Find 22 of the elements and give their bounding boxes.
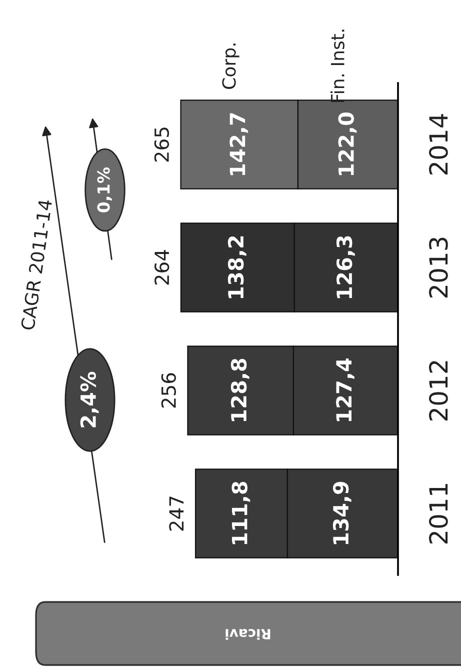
- data-label: 127,4: [336, 358, 354, 422]
- y-tick-label: 2013: [428, 238, 448, 298]
- data-label: 142,7: [230, 113, 248, 176]
- text: Ricavi: [226, 628, 270, 640]
- text: 2,4%: [80, 372, 99, 428]
- text: 0,1%: [97, 167, 112, 212]
- text: Fin. Inst.: [330, 30, 344, 102]
- total-label: 256: [161, 373, 176, 408]
- y-tick-label: 2014: [428, 114, 448, 174]
- data-label: 126,3: [336, 236, 355, 298]
- data-label: 128,8: [230, 358, 250, 422]
- text: CAGR 2011-14: [20, 199, 52, 330]
- data-label: 111,8: [232, 482, 250, 544]
- total-label: 247: [169, 496, 184, 531]
- text: Corp.: [222, 44, 240, 89]
- total-label: 264: [154, 250, 170, 285]
- y-tick-label: 2011: [428, 484, 448, 544]
- data-label: 134,9: [332, 482, 352, 544]
- total-label: 265: [154, 128, 170, 162]
- data-label: 122,0: [338, 112, 357, 176]
- y-tick-label: 2012: [428, 361, 448, 420]
- data-label: 138,2: [228, 236, 246, 298]
